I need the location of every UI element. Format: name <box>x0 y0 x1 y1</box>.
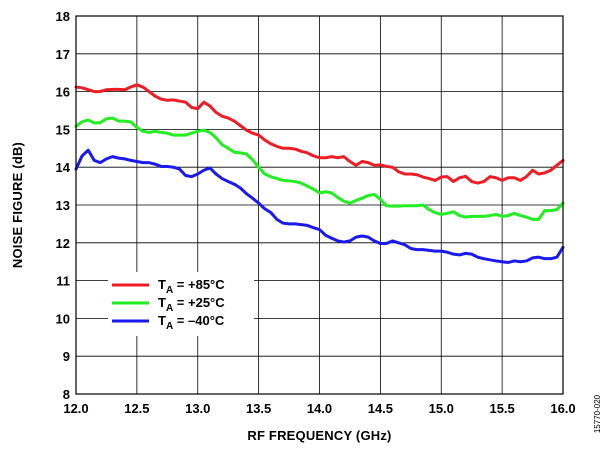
x-tick-label: 15.5 <box>489 401 514 416</box>
plot-area-frame <box>75 15 564 395</box>
x-tick-label: 12.0 <box>63 401 88 416</box>
x-axis-label: RF FREQUENCY (GHz) <box>247 428 391 443</box>
y-tick-label: 10 <box>56 311 70 326</box>
x-tick-label: 12.5 <box>124 401 149 416</box>
figure-id-label: 15770-020 <box>593 394 602 433</box>
y-tick-label: 15 <box>56 122 70 137</box>
x-tick-label: 14.5 <box>368 401 393 416</box>
legend-label-25c: TA = +25°C <box>158 295 225 314</box>
y-tick-label: 14 <box>56 160 71 175</box>
x-tick-label: 13.5 <box>246 401 271 416</box>
series-lines <box>74 83 565 264</box>
y-tick-label: 12 <box>56 236 70 251</box>
y-tick-label: 9 <box>63 349 70 364</box>
y-tick-label: 11 <box>56 274 70 289</box>
x-tick-label: 14.0 <box>307 401 332 416</box>
y-tick-label: 18 <box>56 9 70 24</box>
tick-labels: 12.0 12.5 13.0 13.5 14.0 14.5 15.0 15.5 16.0 8 9 10… <box>56 9 576 416</box>
y-tick-label: 13 <box>56 198 70 213</box>
series-line-0 <box>74 83 565 185</box>
grid-lines <box>75 15 564 395</box>
x-tick-label: 15.0 <box>429 401 454 416</box>
series-line-2 <box>74 148 565 264</box>
y-tick-label: 16 <box>56 85 70 100</box>
x-tick-label: 13.0 <box>185 401 210 416</box>
legend-label-minus40c: TA = –40°C <box>158 313 225 332</box>
y-tick-label: 8 <box>63 387 70 402</box>
legend-label-85c: TA = +85°C <box>158 277 225 296</box>
legend: TA = +85°C TA = +25°C TA = –40°C <box>108 272 254 336</box>
x-tick-label: 16.0 <box>550 401 575 416</box>
y-axis-label: NOISE FIGURE (dB) <box>10 142 25 268</box>
series-line-1 <box>74 116 565 221</box>
y-tick-label: 17 <box>56 47 70 62</box>
